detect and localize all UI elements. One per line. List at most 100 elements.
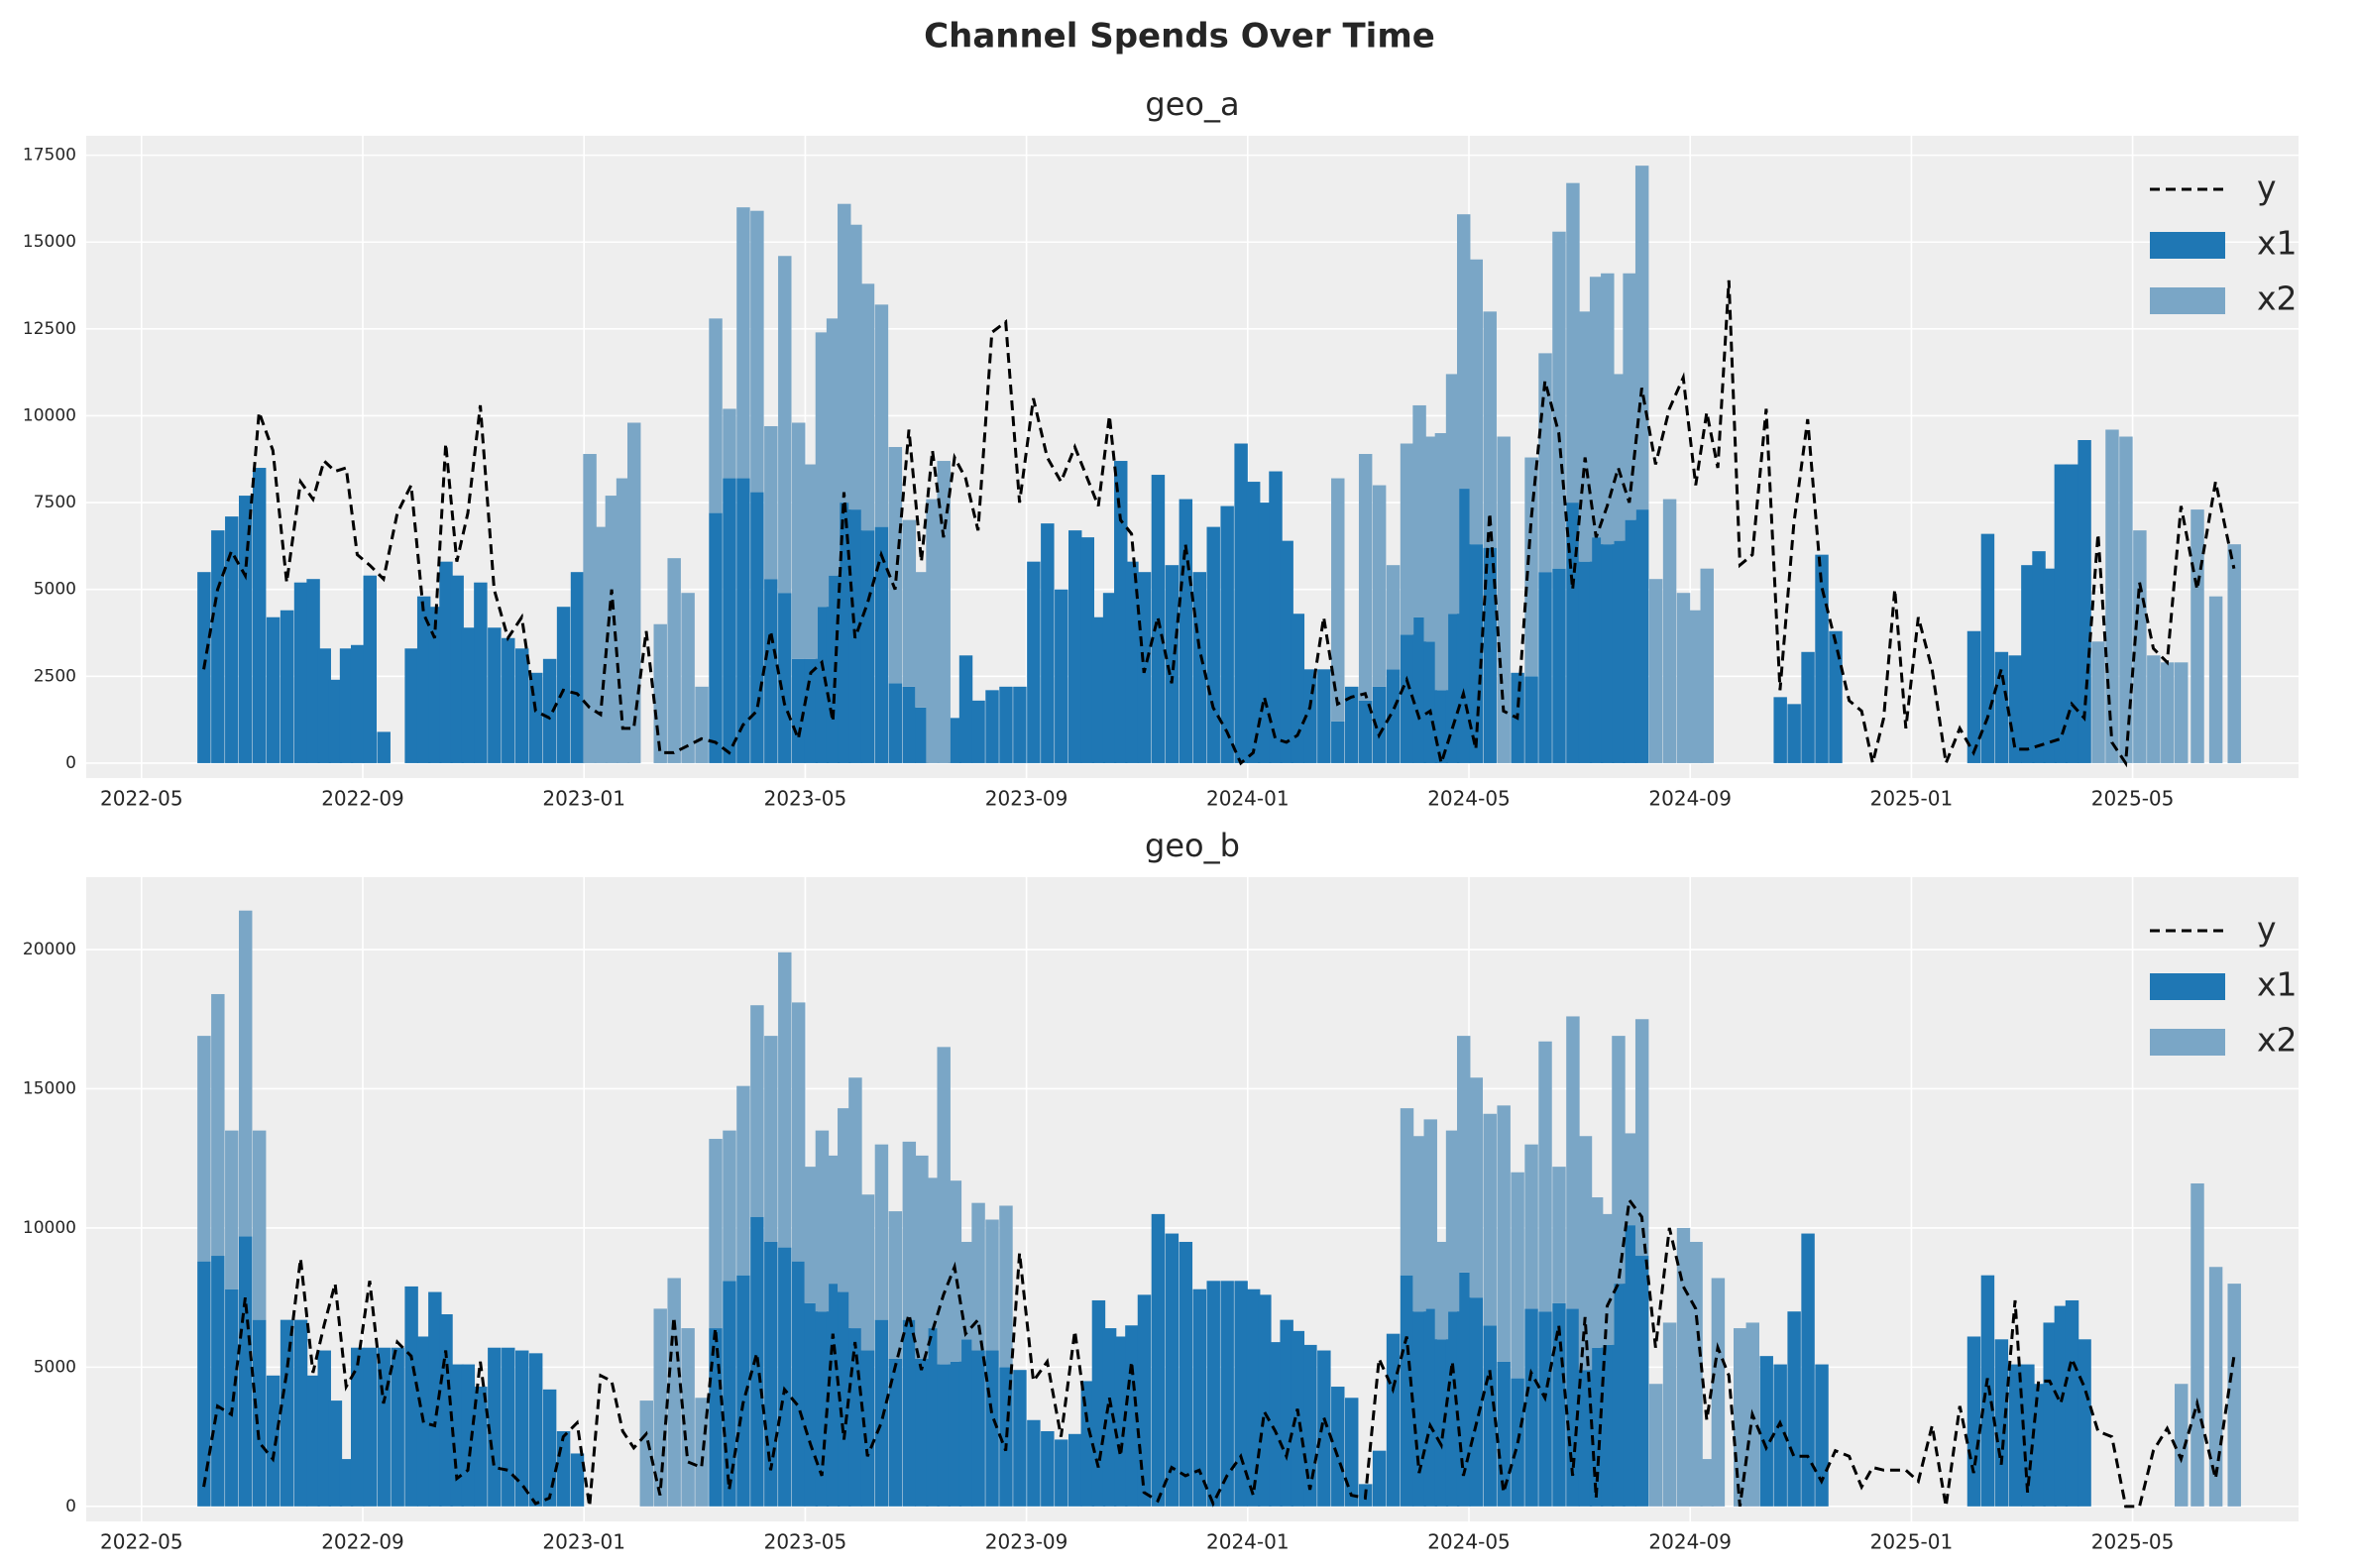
- bar: [764, 579, 778, 763]
- bar: [488, 1347, 502, 1507]
- bar: [1980, 533, 1995, 763]
- y-tick-label: 20000: [23, 940, 76, 959]
- bar: [2021, 565, 2035, 763]
- bar: [1578, 561, 1593, 763]
- bar: [1434, 1339, 1449, 1507]
- line: [202, 280, 2236, 769]
- bar: [1246, 482, 1261, 763]
- bar: [605, 496, 619, 763]
- bar: [1676, 593, 1691, 763]
- bar: [1280, 540, 1293, 763]
- bar: [474, 582, 488, 763]
- bar: [815, 332, 830, 608]
- bar: [1469, 259, 1483, 545]
- bar: [902, 1319, 917, 1507]
- subplot: geo_a 0 2500 5000 7500 10000 12500 15000 17500 20…: [23, 85, 2299, 811]
- bar: [937, 1047, 951, 1365]
- bar: [2054, 1305, 2069, 1507]
- bar: [958, 1241, 973, 1340]
- y-tick-label: 10000: [23, 1218, 76, 1238]
- bar: [667, 1278, 681, 1507]
- x-tick-label: 2025-05: [2091, 1530, 2175, 1554]
- bar: [902, 686, 917, 763]
- bar: [1538, 1041, 1552, 1312]
- bar: [1445, 614, 1460, 763]
- bar: [1483, 1325, 1497, 1507]
- subplot: geo_b 0 5000 10000 15000 20000 2022-05 2022-09 2…: [23, 827, 2299, 1554]
- legend-label: x1: [2257, 224, 2298, 263]
- bar: [2208, 1267, 2223, 1507]
- bar: [1578, 311, 1593, 562]
- bar: [1538, 572, 1552, 763]
- bar: [804, 1167, 819, 1303]
- bar: [826, 1284, 841, 1507]
- bar: [1412, 616, 1426, 763]
- bar: [826, 318, 841, 576]
- bar: [1511, 1172, 1524, 1379]
- bar: [2227, 1284, 2241, 1507]
- bar: [764, 1036, 778, 1242]
- bar: [1331, 1387, 1345, 1507]
- bar: [317, 1350, 331, 1507]
- bar: [1700, 568, 1714, 763]
- bar: [1648, 579, 1663, 763]
- legend-swatch: [2150, 973, 2225, 1000]
- bar: [1192, 1288, 1206, 1507]
- bar: [1041, 1430, 1055, 1507]
- bar: [377, 731, 391, 763]
- bar: [570, 572, 585, 763]
- bar: [1524, 1144, 1538, 1309]
- bar: [1773, 697, 1787, 763]
- bar: [915, 707, 929, 763]
- bar: [211, 1256, 225, 1507]
- bar: [915, 572, 929, 708]
- bar: [999, 686, 1013, 763]
- bar: [948, 1361, 962, 1507]
- bar: [1179, 499, 1193, 763]
- bar: [750, 492, 764, 763]
- bar: [736, 207, 750, 479]
- bar: [1787, 1311, 1801, 1507]
- bar: [1041, 523, 1055, 763]
- bar: [2043, 1322, 2057, 1507]
- y-tick-label: 7500: [34, 493, 76, 512]
- bar: [2054, 464, 2069, 763]
- bar: [874, 304, 889, 527]
- bar: [874, 1319, 889, 1507]
- bar: [1538, 353, 1552, 573]
- bar: [1552, 568, 1566, 763]
- bar: [815, 1311, 830, 1507]
- bar: [709, 512, 723, 763]
- bar: [1013, 1370, 1027, 1507]
- bar: [1689, 1241, 1703, 1507]
- bar: [328, 1400, 343, 1507]
- bar: [1080, 537, 1095, 763]
- bar: [1137, 1294, 1152, 1507]
- bar: [958, 1339, 973, 1507]
- bar: [1612, 1284, 1626, 1507]
- bar: [1234, 1281, 1248, 1507]
- x-tick-label: 2024-05: [1427, 1530, 1511, 1554]
- legend: y x1 x2: [2150, 910, 2298, 1060]
- bar: [1787, 704, 1801, 763]
- bar: [1400, 1108, 1414, 1276]
- bar: [1220, 1281, 1234, 1507]
- bar: [1497, 1105, 1511, 1362]
- bar: [211, 993, 225, 1257]
- bar: [736, 1275, 750, 1507]
- x-tick-label: 2023-05: [764, 1530, 847, 1554]
- bar: [1689, 610, 1703, 763]
- x-tick-label: 2022-09: [321, 1530, 404, 1554]
- bar: [502, 1347, 515, 1507]
- x-tick-label: 2023-01: [542, 1530, 625, 1554]
- bar: [1102, 593, 1117, 763]
- bar: [1091, 616, 1106, 763]
- bar: [1412, 404, 1426, 617]
- bar: [280, 1319, 294, 1507]
- bar: [874, 526, 889, 763]
- bar: [709, 1328, 723, 1507]
- bar: [1445, 1311, 1460, 1507]
- bar: [1080, 1381, 1095, 1507]
- bar: [860, 1194, 875, 1351]
- bar: [1423, 1308, 1437, 1507]
